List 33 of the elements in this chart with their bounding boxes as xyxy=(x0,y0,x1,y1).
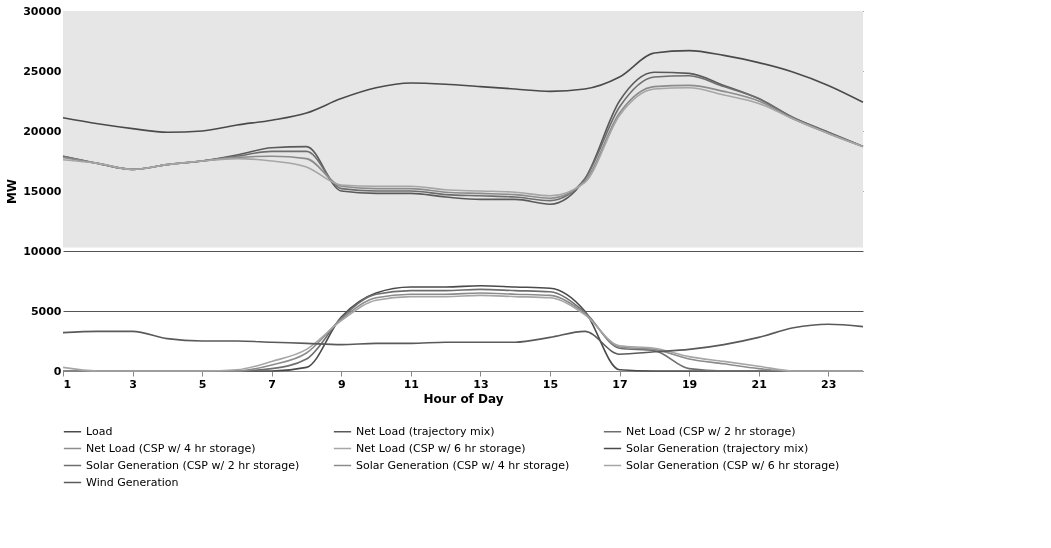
y-tick-label: 20000 xyxy=(23,124,62,138)
line-series xyxy=(62,323,864,355)
x-tick-label: 1 xyxy=(63,377,72,391)
x-tick-label: 15 xyxy=(542,377,559,391)
y-tick-label: 10000 xyxy=(23,244,62,258)
y-axis-title: MW xyxy=(5,178,20,205)
legend-label: Net Load (CSP w/ 2 hr storage) xyxy=(626,424,796,438)
x-tick-label: 21 xyxy=(751,377,767,391)
legend-label: Net Load (CSP w/ 4 hr storage) xyxy=(86,441,256,455)
x-tick-label: 9 xyxy=(337,377,346,391)
x-tick-label: 17 xyxy=(612,377,628,391)
y-tick-label: 15000 xyxy=(23,184,62,198)
x-tick-label: 3 xyxy=(129,377,137,391)
x-tick-label: 23 xyxy=(821,377,837,391)
y-tick-label: 0 xyxy=(53,364,62,378)
x-tick-label: 19 xyxy=(681,377,698,391)
legend-label: Solar Generation (trajectory mix) xyxy=(626,441,809,455)
x-tick-label: 13 xyxy=(473,377,489,391)
legend-label: Load xyxy=(86,424,113,438)
legend-label: Net Load (CSP w/ 6 hr storage) xyxy=(356,441,526,455)
x-axis-title: Hour of Day xyxy=(423,391,504,406)
x-tick-label: 7 xyxy=(268,377,277,391)
y-tick-label: 30000 xyxy=(23,4,62,18)
legend-label: Wind Generation xyxy=(86,475,179,489)
legend-label: Net Load (trajectory mix) xyxy=(356,424,495,438)
legend-label: Solar Generation (CSP w/ 2 hr storage) xyxy=(86,458,300,472)
line-series xyxy=(62,49,864,133)
legend-label: Solar Generation (CSP w/ 6 hr storage) xyxy=(626,458,840,472)
legend-label: Solar Generation (CSP w/ 4 hr storage) xyxy=(356,458,570,472)
y-tick-label: 25000 xyxy=(23,64,62,78)
x-tick-label: 11 xyxy=(403,377,419,391)
y-tick-label: 5000 xyxy=(30,304,62,318)
x-tick-label: 5 xyxy=(198,377,207,391)
